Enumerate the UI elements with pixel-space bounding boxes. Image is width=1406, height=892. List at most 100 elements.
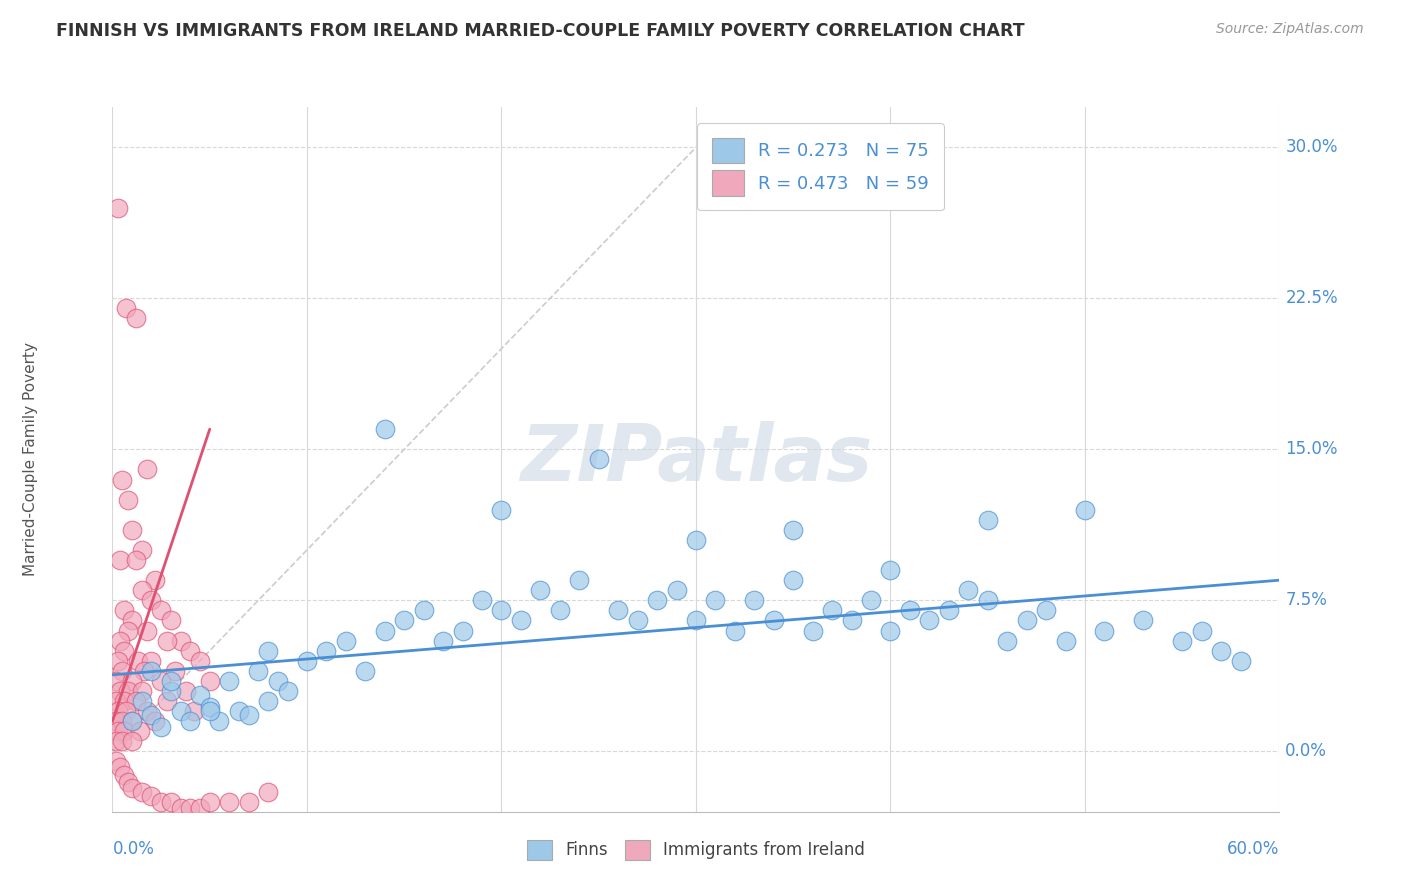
- Point: [121, 523, 143, 537]
- Point: [143, 573, 166, 587]
- Text: 0.0%: 0.0%: [112, 840, 155, 858]
- Point: [1132, 614, 1154, 628]
- Point: [742, 593, 765, 607]
- Point: [143, 714, 166, 728]
- Point: [160, 795, 183, 809]
- Text: Married-Couple Family Poverty: Married-Couple Family Poverty: [24, 343, 38, 576]
- Point: [150, 795, 173, 809]
- Text: 15.0%: 15.0%: [1285, 441, 1337, 458]
- Point: [107, 201, 129, 215]
- Point: [898, 603, 921, 617]
- Point: [276, 684, 298, 698]
- Point: [110, 553, 132, 567]
- Point: [136, 624, 159, 638]
- Point: [163, 664, 186, 678]
- Point: [121, 614, 143, 628]
- Point: [218, 795, 240, 809]
- Point: [374, 422, 396, 436]
- Point: [160, 684, 183, 698]
- Point: [112, 603, 135, 617]
- Point: [208, 714, 231, 728]
- Point: [141, 664, 163, 678]
- Point: [141, 593, 163, 607]
- Point: [491, 603, 513, 617]
- Point: [169, 704, 191, 718]
- Point: [112, 643, 135, 657]
- Point: [111, 473, 134, 487]
- Point: [451, 624, 474, 638]
- Point: [257, 694, 280, 708]
- Point: [156, 633, 179, 648]
- Point: [529, 583, 551, 598]
- Point: [121, 673, 143, 688]
- Point: [131, 684, 153, 698]
- Point: [976, 513, 998, 527]
- Point: [1229, 654, 1251, 668]
- Point: [1092, 624, 1115, 638]
- Point: [110, 684, 132, 698]
- Point: [117, 684, 139, 698]
- Point: [125, 311, 148, 326]
- Point: [141, 654, 163, 668]
- Point: [131, 694, 153, 708]
- Point: [1209, 643, 1232, 657]
- Point: [112, 724, 135, 739]
- Point: [107, 724, 129, 739]
- Text: 7.5%: 7.5%: [1285, 591, 1327, 609]
- Text: Source: ZipAtlas.com: Source: ZipAtlas.com: [1216, 22, 1364, 37]
- Point: [257, 643, 280, 657]
- Point: [645, 593, 668, 607]
- Point: [626, 614, 648, 628]
- Point: [267, 673, 290, 688]
- Point: [132, 664, 155, 678]
- Point: [112, 694, 135, 708]
- Point: [198, 700, 221, 714]
- Point: [471, 593, 494, 607]
- Point: [121, 714, 143, 728]
- Point: [107, 704, 129, 718]
- Text: FINNISH VS IMMIGRANTS FROM IRELAND MARRIED-COUPLE FAMILY POVERTY CORRELATION CHA: FINNISH VS IMMIGRANTS FROM IRELAND MARRI…: [56, 22, 1025, 40]
- Point: [105, 694, 128, 708]
- Point: [169, 800, 191, 814]
- Point: [121, 714, 143, 728]
- Point: [685, 533, 707, 547]
- Point: [115, 301, 138, 316]
- Point: [150, 720, 173, 734]
- Point: [1035, 603, 1057, 617]
- Point: [169, 633, 191, 648]
- Point: [432, 633, 454, 648]
- Point: [392, 614, 416, 628]
- Point: [841, 614, 863, 628]
- Point: [131, 784, 153, 798]
- Point: [957, 583, 980, 598]
- Point: [105, 673, 128, 688]
- Point: [117, 774, 139, 789]
- Point: [198, 795, 221, 809]
- Legend: Finns, Immigrants from Ireland: Finns, Immigrants from Ireland: [520, 833, 872, 867]
- Point: [918, 614, 941, 628]
- Point: [548, 603, 571, 617]
- Point: [665, 583, 688, 598]
- Point: [127, 654, 149, 668]
- Point: [125, 694, 148, 708]
- Point: [121, 734, 143, 748]
- Point: [295, 654, 318, 668]
- Point: [150, 673, 173, 688]
- Point: [160, 673, 183, 688]
- Point: [107, 654, 129, 668]
- Point: [704, 593, 727, 607]
- Text: ZIPatlas: ZIPatlas: [520, 421, 872, 498]
- Point: [354, 664, 377, 678]
- Point: [179, 800, 201, 814]
- Point: [1015, 614, 1038, 628]
- Point: [198, 704, 221, 718]
- Point: [1054, 633, 1077, 648]
- Point: [238, 708, 260, 723]
- Point: [117, 492, 139, 507]
- Point: [156, 694, 179, 708]
- Point: [110, 760, 132, 774]
- Point: [724, 624, 747, 638]
- Text: 30.0%: 30.0%: [1285, 138, 1337, 156]
- Point: [762, 614, 785, 628]
- Point: [938, 603, 960, 617]
